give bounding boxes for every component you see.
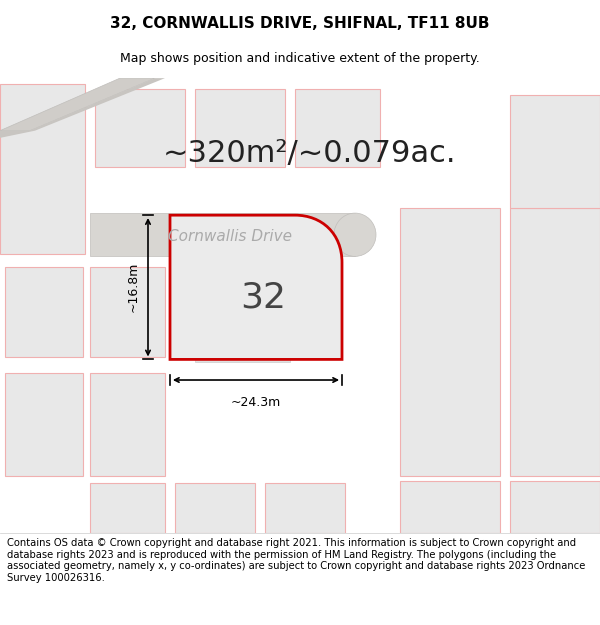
Text: ~24.3m: ~24.3m — [231, 396, 281, 409]
Text: ~320m²/~0.079ac.: ~320m²/~0.079ac. — [163, 139, 457, 168]
Bar — [400, 481, 500, 532]
Polygon shape — [0, 78, 165, 138]
Bar — [195, 89, 285, 167]
Bar — [90, 483, 165, 532]
Bar — [265, 483, 345, 532]
Bar — [95, 89, 185, 167]
Bar — [5, 267, 83, 358]
Bar — [90, 372, 165, 476]
Text: ~16.8m: ~16.8m — [127, 262, 140, 312]
Bar — [295, 89, 380, 167]
Bar — [510, 94, 600, 208]
Bar — [5, 372, 83, 476]
Bar — [195, 239, 290, 362]
Bar — [90, 213, 355, 256]
Bar — [0, 84, 85, 254]
Bar — [510, 208, 600, 476]
Bar — [90, 267, 165, 358]
Text: 32, CORNWALLIS DRIVE, SHIFNAL, TF11 8UB: 32, CORNWALLIS DRIVE, SHIFNAL, TF11 8UB — [110, 16, 490, 31]
Polygon shape — [0, 78, 155, 131]
PathPatch shape — [170, 215, 342, 359]
Bar — [400, 208, 500, 476]
Text: 32: 32 — [240, 281, 286, 314]
Text: Map shows position and indicative extent of the property.: Map shows position and indicative extent… — [120, 52, 480, 65]
Bar — [510, 481, 600, 532]
Text: Cornwallis Drive: Cornwallis Drive — [168, 229, 292, 244]
Ellipse shape — [334, 213, 376, 256]
Text: Contains OS data © Crown copyright and database right 2021. This information is : Contains OS data © Crown copyright and d… — [7, 538, 586, 583]
Bar — [175, 483, 255, 532]
